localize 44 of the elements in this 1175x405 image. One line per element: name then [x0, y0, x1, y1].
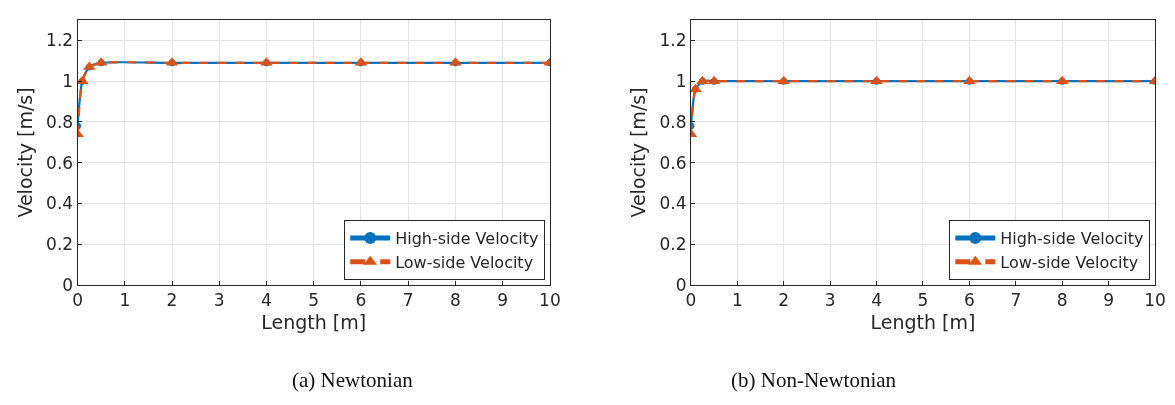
y-tick-label: 0.8 [46, 111, 74, 132]
x-axis-title: Length [m] [261, 311, 367, 334]
y-tick-label: 0 [675, 274, 687, 295]
y-tick-label: 1.2 [659, 30, 687, 51]
y-tick-label: 0.8 [659, 111, 687, 132]
y-tick-label: 0.2 [46, 234, 74, 255]
x-tick-label: 2 [778, 290, 790, 311]
y-axis-title: Velocity [m/s] [627, 87, 650, 218]
x-tick-label: 1 [119, 290, 131, 311]
x-tick-label: 1 [731, 290, 743, 311]
x-tick-label: 4 [261, 290, 272, 311]
legend-label: High-side Velocity [1000, 229, 1144, 249]
y-tick-label: 0.4 [659, 193, 687, 214]
x-tick-label: 2 [166, 290, 178, 311]
x-tick-label: 6 [355, 290, 367, 311]
x-tick-label: 6 [963, 290, 975, 311]
y-tick-label: 0.6 [659, 152, 687, 173]
x-tick-label: 9 [497, 290, 509, 311]
x-axis-title: Length [m] [870, 311, 976, 334]
text: (b) Non-Newtonian [731, 368, 897, 392]
y-tick-label: 0 [62, 274, 74, 295]
legend-label: Low-side Velocity [395, 253, 534, 273]
x-tick-label: 7 [1010, 290, 1022, 311]
text: (a) Newtonian [292, 368, 414, 392]
y-tick-label: 0.2 [659, 234, 687, 255]
y-axis-title: Velocity [m/s] [13, 87, 36, 218]
x-tick-label: 8 [450, 290, 461, 311]
legend-label: Low-side Velocity [1000, 253, 1139, 273]
y-tick-label: 0.4 [46, 193, 74, 214]
y-tick-label: 0.6 [46, 152, 74, 173]
x-tick-label: 5 [308, 290, 320, 311]
y-tick-label: 1 [62, 71, 74, 92]
legend-label: High-side Velocity [395, 229, 539, 249]
x-tick-label: 10 [539, 290, 561, 311]
x-tick-label: 9 [1103, 290, 1115, 311]
x-tick-label: 10 [1144, 290, 1166, 311]
x-tick-label: 7 [402, 290, 414, 311]
y-tick-label: 1.2 [46, 30, 74, 51]
y-tick-label: 1 [675, 71, 687, 92]
x-tick-label: 4 [871, 290, 882, 311]
x-tick-label: 8 [1056, 290, 1068, 311]
x-tick-label: 5 [917, 290, 929, 311]
x-tick-label: 3 [213, 290, 225, 311]
x-tick-label: 3 [824, 290, 836, 311]
